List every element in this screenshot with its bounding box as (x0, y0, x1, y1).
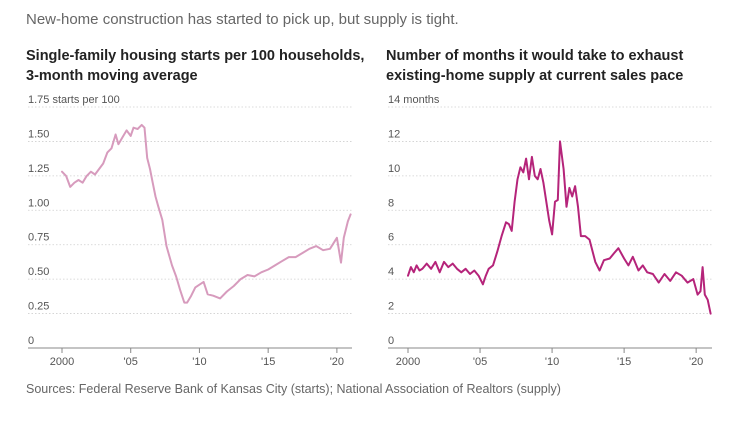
x-tick-label: 2000 (396, 356, 420, 368)
y-tick-label: 0.75 (28, 232, 49, 244)
y-tick-label: 6 (388, 232, 394, 244)
y-tick-label: 1.50 (28, 128, 49, 140)
x-tick-label: '10 (545, 356, 559, 368)
y-tick-label: 10 (388, 163, 400, 175)
y-tick-label: 0.25 (28, 301, 49, 313)
y-tick-label: 1.00 (28, 197, 49, 209)
x-tick-label: '15 (617, 356, 631, 368)
y-tick-label: 1.25 (28, 163, 49, 175)
x-tick-label: '20 (330, 356, 344, 368)
chart-title-line-2: 3-month moving average (26, 68, 198, 84)
series-line (61, 123, 352, 304)
x-tick-label: '05 (124, 356, 138, 368)
x-tick-label: '20 (689, 356, 703, 368)
x-tick-label: 2000 (50, 356, 74, 368)
y-tick-label: 12 (388, 128, 400, 140)
y-tick-label: 0.50 (28, 266, 49, 278)
housing-starts-chart: 0 0.25 0.50 0.75 1.00 1.25 1.50 1.75 starts per… (28, 94, 352, 368)
series-line (407, 140, 712, 315)
chart-title-housing-starts: Single-family housing starts per 100 hou… (26, 46, 366, 86)
y-tick-label: 8 (388, 197, 394, 209)
x-tick-label: '05 (473, 356, 487, 368)
y-tick-label: 0 (28, 335, 34, 347)
months-supply-chart: 0 2 4 6 8 10 12 14 months 2000 '05 '10 '15 '20 (388, 94, 712, 368)
chart-title-months-supply: Number of months it would take to exhaus… (386, 46, 726, 86)
chart-title-line-1: Number of months it would take to exhaus… (386, 48, 684, 64)
x-tick-label: '10 (192, 356, 206, 368)
x-tick-label: '15 (261, 356, 275, 368)
y-tick-label: 14 months (388, 94, 440, 106)
y-tick-label: 0 (388, 335, 394, 347)
headline: New-home construction has started to pic… (26, 11, 459, 28)
y-tick-label: 2 (388, 301, 394, 313)
source-note: Sources: Federal Reserve Bank of Kansas … (26, 382, 561, 396)
y-tick-label: 1.75 starts per 100 (28, 94, 120, 106)
chart-title-line-1: Single-family housing starts per 100 hou… (26, 48, 365, 64)
y-tick-label: 4 (388, 266, 394, 278)
chart-title-line-2: existing-home supply at current sales pa… (386, 68, 684, 84)
